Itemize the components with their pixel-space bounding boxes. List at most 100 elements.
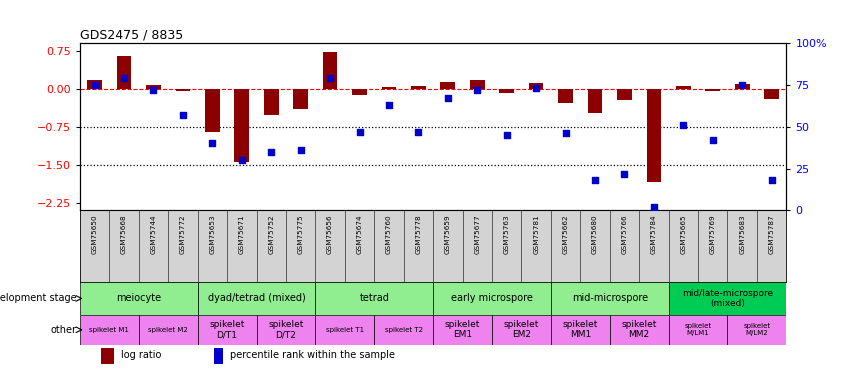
Point bbox=[87, 82, 101, 88]
Bar bbox=[676, 86, 690, 89]
Bar bbox=[706, 89, 720, 91]
Text: GSM75680: GSM75680 bbox=[592, 214, 598, 254]
Bar bbox=[382, 87, 396, 89]
Text: log ratio: log ratio bbox=[121, 350, 161, 360]
Text: GDS2475 / 8835: GDS2475 / 8835 bbox=[80, 29, 183, 42]
Text: spikelet T2: spikelet T2 bbox=[384, 327, 423, 333]
Bar bbox=[470, 80, 484, 89]
Text: spikelet
D/T1: spikelet D/T1 bbox=[209, 320, 245, 339]
Text: GSM75766: GSM75766 bbox=[621, 214, 627, 254]
Point bbox=[648, 204, 661, 210]
Point bbox=[146, 87, 160, 93]
Bar bbox=[529, 82, 543, 89]
Bar bbox=[315, 282, 433, 315]
Text: GSM75781: GSM75781 bbox=[533, 214, 539, 254]
Bar bbox=[176, 89, 190, 91]
Text: spikelet M2: spikelet M2 bbox=[148, 327, 188, 333]
Bar bbox=[551, 315, 610, 345]
Text: GSM75772: GSM75772 bbox=[180, 214, 186, 254]
Bar bbox=[588, 89, 602, 113]
Text: GSM75775: GSM75775 bbox=[298, 214, 304, 254]
Text: GSM75787: GSM75787 bbox=[769, 214, 775, 254]
Bar bbox=[500, 89, 514, 93]
Point bbox=[177, 112, 190, 118]
Bar bbox=[198, 282, 315, 315]
Point bbox=[353, 129, 367, 135]
Point bbox=[500, 132, 513, 138]
Point bbox=[558, 130, 572, 136]
Point bbox=[235, 157, 249, 163]
Bar bbox=[257, 315, 315, 345]
Bar bbox=[315, 315, 374, 345]
Bar bbox=[374, 315, 433, 345]
Point bbox=[412, 129, 425, 135]
Bar bbox=[764, 89, 779, 99]
Point bbox=[441, 95, 454, 101]
Text: GSM75784: GSM75784 bbox=[651, 214, 657, 254]
Point bbox=[294, 147, 308, 153]
Bar bbox=[323, 52, 337, 89]
Text: mid/late-microspore
(mixed): mid/late-microspore (mixed) bbox=[682, 289, 773, 308]
Text: GSM75665: GSM75665 bbox=[680, 214, 686, 254]
Text: spikelet M1: spikelet M1 bbox=[89, 327, 130, 333]
Text: spikelet
MM2: spikelet MM2 bbox=[621, 320, 657, 339]
Text: GSM75752: GSM75752 bbox=[268, 214, 274, 254]
Bar bbox=[610, 315, 669, 345]
Point bbox=[735, 82, 748, 88]
Bar bbox=[551, 282, 669, 315]
Text: spikelet
M/LM1: spikelet M/LM1 bbox=[685, 323, 711, 336]
Point bbox=[765, 177, 779, 183]
Bar bbox=[411, 86, 426, 89]
Text: percentile rank within the sample: percentile rank within the sample bbox=[230, 350, 394, 360]
Bar bbox=[87, 80, 102, 89]
Bar bbox=[139, 315, 198, 345]
Text: GSM75674: GSM75674 bbox=[357, 214, 362, 254]
Bar bbox=[647, 89, 661, 183]
Point bbox=[323, 75, 336, 81]
Text: meiocyte: meiocyte bbox=[116, 293, 161, 303]
Text: GSM75778: GSM75778 bbox=[415, 214, 421, 254]
Text: spikelet
EM2: spikelet EM2 bbox=[504, 320, 539, 339]
Bar bbox=[669, 282, 786, 315]
Bar bbox=[101, 348, 114, 363]
Bar bbox=[433, 282, 551, 315]
Point bbox=[471, 87, 484, 93]
Text: spikelet
D/T2: spikelet D/T2 bbox=[268, 320, 304, 339]
Bar bbox=[198, 315, 257, 345]
Text: GSM75769: GSM75769 bbox=[710, 214, 716, 254]
Bar bbox=[205, 89, 220, 132]
Text: GSM75677: GSM75677 bbox=[474, 214, 480, 254]
Text: GSM75683: GSM75683 bbox=[739, 214, 745, 254]
Text: early microspore: early microspore bbox=[451, 293, 533, 303]
Text: spikelet
MM1: spikelet MM1 bbox=[563, 320, 598, 339]
Text: GSM75668: GSM75668 bbox=[121, 214, 127, 254]
Text: dyad/tetrad (mixed): dyad/tetrad (mixed) bbox=[208, 293, 305, 303]
Bar bbox=[735, 84, 749, 89]
Text: spikelet T1: spikelet T1 bbox=[325, 327, 364, 333]
Text: GSM75662: GSM75662 bbox=[563, 214, 569, 254]
Point bbox=[264, 149, 278, 155]
Bar bbox=[294, 89, 308, 109]
Text: tetrad: tetrad bbox=[359, 293, 389, 303]
Text: other: other bbox=[51, 325, 77, 335]
Text: development stage: development stage bbox=[0, 293, 77, 303]
Text: mid-microspore: mid-microspore bbox=[572, 293, 648, 303]
Bar bbox=[617, 89, 632, 100]
Point bbox=[382, 102, 396, 108]
Bar bbox=[727, 315, 786, 345]
Text: GSM75671: GSM75671 bbox=[239, 214, 245, 254]
Text: GSM75763: GSM75763 bbox=[504, 214, 510, 254]
Point bbox=[530, 85, 543, 91]
Point bbox=[617, 171, 631, 177]
Point bbox=[589, 177, 602, 183]
Bar bbox=[669, 315, 727, 345]
Bar bbox=[117, 56, 131, 89]
Bar bbox=[441, 82, 455, 89]
Bar bbox=[433, 315, 492, 345]
Text: spikelet
M/LM2: spikelet M/LM2 bbox=[743, 323, 770, 336]
Point bbox=[205, 141, 219, 147]
Bar bbox=[352, 89, 367, 95]
Point bbox=[706, 137, 719, 143]
Bar bbox=[80, 282, 198, 315]
Bar bbox=[235, 89, 249, 162]
